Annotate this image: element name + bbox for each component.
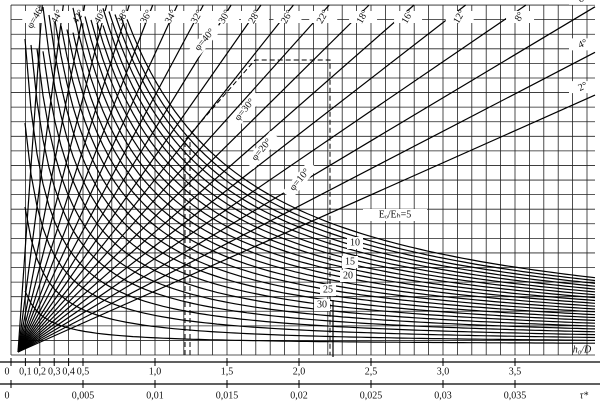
- x2-tick-label: 0,01: [146, 390, 164, 401]
- curve: [24, 290, 595, 344]
- ray-label: 2°: [577, 80, 590, 94]
- ray: [17, 4, 294, 353]
- x2-tick-label: 0,005: [72, 390, 95, 401]
- x-tick-label: 0,5: [77, 366, 90, 377]
- curve-label: Eₒ/Eₕ=5: [379, 209, 412, 220]
- x-tick-label: 2,0: [293, 366, 306, 377]
- label-bg: [109, 11, 138, 23]
- x-tick-label: 0: [5, 366, 10, 377]
- x2-tick-label: 0,015: [216, 390, 239, 401]
- x-tick-label: 1,0: [149, 366, 162, 377]
- curve-label: 20: [343, 270, 353, 281]
- label-bg: [282, 160, 318, 200]
- dashed-line: [184, 59, 331, 355]
- ray: [17, 4, 415, 353]
- curve: [30, 44, 596, 333]
- label-bg: [86, 11, 115, 23]
- label-bg: [240, 11, 269, 23]
- ray: [17, 4, 204, 353]
- label-bg: [569, 38, 597, 51]
- ray: [17, 4, 527, 353]
- x-tick-label: 3,0: [437, 366, 450, 377]
- curve: [24, 206, 595, 341]
- x2-tick-label: 0,025: [360, 390, 383, 401]
- label-bg: [569, 81, 597, 94]
- label-bg: [244, 130, 280, 170]
- curve: [72, 32, 596, 310]
- x-axis-label: h₀/D: [573, 344, 592, 355]
- x2-axis-label: τ*: [580, 390, 589, 401]
- ray: [17, 4, 178, 353]
- label-bg: [157, 11, 186, 23]
- label-bg: [273, 11, 302, 23]
- ray: [17, 4, 86, 353]
- label-bg: [569, 0, 597, 5]
- label-bg: [342, 256, 358, 268]
- label-bg: [340, 270, 356, 282]
- label-bg: [320, 284, 336, 296]
- x2-tick-label: 0,035: [504, 390, 527, 401]
- x-tick-label: 3,5: [509, 366, 522, 377]
- label-bg: [227, 90, 263, 130]
- label-bg: [183, 11, 212, 23]
- curve: [24, 122, 596, 339]
- ray-label: 4°: [577, 37, 590, 51]
- label-bg: [445, 11, 474, 23]
- ray: [17, 4, 262, 353]
- curve: [72, 7, 596, 307]
- label-bg: [132, 11, 161, 23]
- label-bg: [394, 11, 423, 23]
- ray: [17, 94, 596, 353]
- x-tick-label: 0,3: [48, 366, 61, 377]
- label-bg: [506, 11, 535, 23]
- curve-label: 30: [317, 299, 327, 310]
- label-bg: [314, 299, 330, 311]
- label-bg: [187, 20, 223, 60]
- curve: [24, 38, 596, 336]
- label-bg: [309, 11, 338, 23]
- curve-label: 10: [350, 237, 360, 248]
- curve-label: 15: [345, 256, 355, 267]
- curve: [126, 19, 596, 279]
- x-tick-label: 0,2: [34, 366, 47, 377]
- label-bg: [363, 209, 427, 221]
- x2-tick-label: 0,02: [290, 390, 308, 401]
- ray: [17, 4, 232, 353]
- x-tick-label: 0,4: [62, 366, 75, 377]
- x-tick-label: 0,1: [19, 366, 32, 377]
- label-bg: [349, 11, 378, 23]
- curve-label: 25: [323, 284, 333, 295]
- label-bg: [211, 11, 240, 23]
- x-tick-label: 1,5: [221, 366, 234, 377]
- x-tick-label: 2,5: [365, 366, 378, 377]
- x2-tick-label: 0: [5, 390, 10, 401]
- curve: [78, 12, 596, 304]
- ray: [17, 51, 596, 353]
- label-bg: [22, 11, 51, 23]
- ray-label: 6°: [577, 0, 590, 6]
- ray: [17, 4, 154, 353]
- x2-tick-label: 0,03: [434, 390, 452, 401]
- label-bg: [347, 237, 363, 249]
- ray: [17, 4, 64, 353]
- curve: [84, 16, 596, 302]
- curve: [36, 48, 596, 330]
- axis-bg: [0, 357, 600, 403]
